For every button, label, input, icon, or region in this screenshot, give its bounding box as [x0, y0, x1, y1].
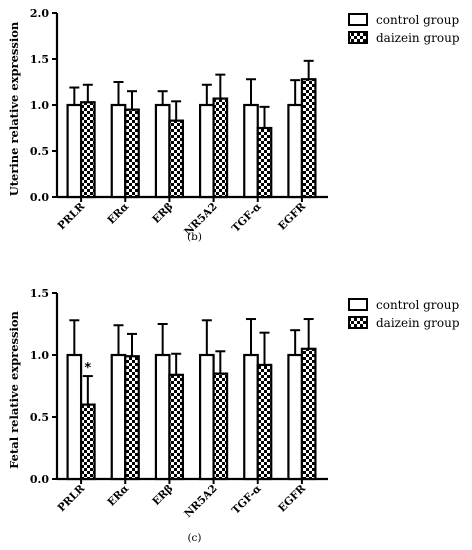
bar-daizein — [300, 347, 317, 481]
bar-control — [243, 353, 259, 481]
significance-marker: * — [84, 361, 91, 376]
x-tick-label: EGFR — [276, 482, 308, 514]
bar-daizein — [300, 78, 317, 199]
y-tick-label: 0.0 — [30, 191, 49, 204]
y-tick-label: 1.0 — [30, 99, 49, 112]
y-tick-label: 1.5 — [30, 53, 49, 66]
x-tick-label: TGF-α — [230, 201, 264, 235]
bar-daizein — [124, 355, 140, 481]
y-tick-label: 1.0 — [30, 349, 49, 362]
legend-label: daizein group — [376, 31, 460, 45]
legend-swatch-daizein — [348, 316, 368, 329]
bar-daizein — [79, 101, 96, 199]
legend-label: control group — [376, 13, 459, 27]
x-tick-label: PRLR — [56, 482, 88, 514]
y-tick-label: 0.5 — [30, 411, 49, 424]
legend-swatch-control — [348, 298, 368, 311]
y-axis-label: Uterine relative expression — [7, 21, 21, 196]
y-axis-label: Fetal relative expression — [7, 310, 21, 468]
y-tick-label: 0.5 — [30, 145, 49, 158]
chart-1: 0.0 0.5 1.0 1.5 Fetal relative expression PRL… — [7, 287, 460, 544]
x-tick-label: NR5A2 — [182, 483, 220, 521]
x-tick-label: ERα — [105, 201, 131, 227]
bar-daizein — [212, 372, 229, 481]
y-tick-label: 0.0 — [30, 473, 49, 486]
bar-daizein — [168, 373, 185, 481]
chart-0: 0.0 0.5 1.0 1.5 2.0 Uterine relative expressi… — [7, 7, 460, 243]
bar-control — [243, 103, 259, 199]
bar-daizein — [256, 126, 273, 199]
x-tick-label: ERβ — [150, 483, 175, 508]
bar-daizein — [256, 363, 273, 481]
x-tick-label: TGF-α — [230, 483, 264, 517]
legend-swatch-control — [348, 13, 368, 26]
bar-control — [110, 103, 127, 199]
bar-control — [198, 353, 215, 481]
bar-control — [287, 103, 304, 199]
legend-swatch-daizein — [348, 31, 368, 44]
bar-control — [154, 353, 171, 481]
bar-control — [198, 103, 215, 199]
bar-daizein — [79, 403, 96, 481]
panel-caption: (c) — [187, 532, 201, 544]
bar-control — [287, 353, 304, 481]
bar-control — [154, 103, 171, 199]
x-tick-label: PRLR — [56, 200, 88, 232]
x-tick-label: ERβ — [150, 201, 175, 226]
bar-control — [66, 103, 83, 199]
bar-control — [66, 353, 83, 481]
bar-control — [110, 353, 127, 481]
bar-daizein — [168, 119, 185, 199]
y-tick-label: 1.5 — [30, 287, 49, 300]
bar-daizein — [124, 108, 140, 199]
x-tick-label: EGFR — [276, 200, 308, 232]
x-tick-label: ERα — [105, 483, 131, 509]
panel-caption: (b) — [187, 231, 202, 243]
bar-daizein — [212, 97, 229, 199]
legend-label: control group — [376, 298, 459, 312]
y-tick-label: 2.0 — [30, 7, 49, 20]
legend-label: daizein group — [376, 316, 460, 330]
